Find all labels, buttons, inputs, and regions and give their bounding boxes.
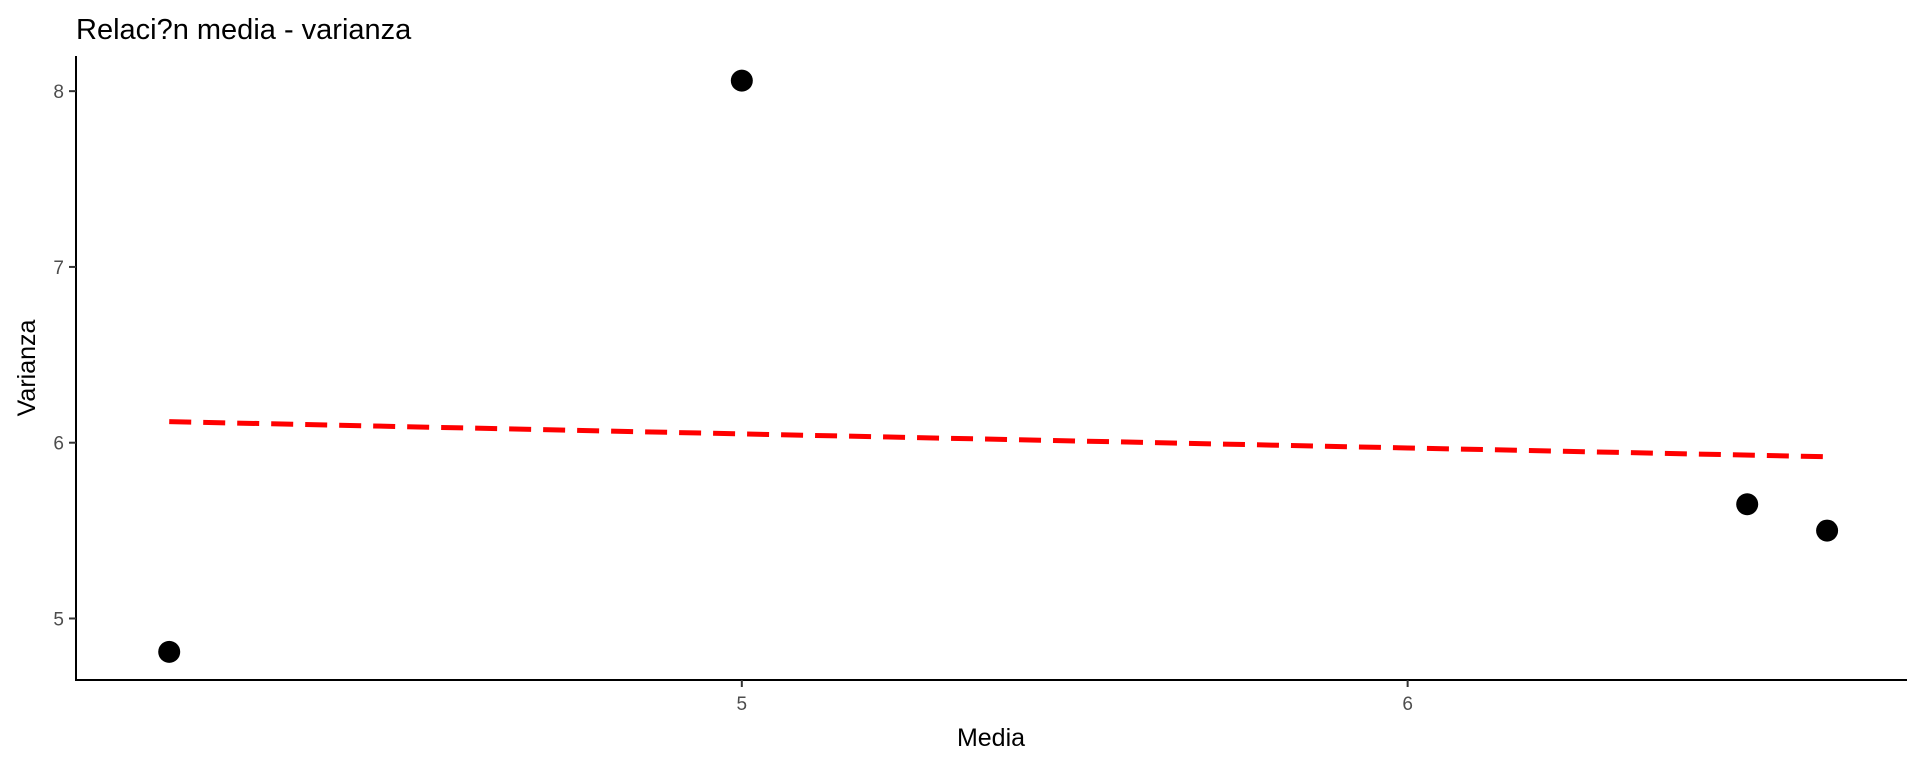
y-tick-label: 5 [53, 609, 64, 630]
y-axis-title: Varianza [13, 320, 41, 417]
data-point [1816, 519, 1839, 542]
data-point [158, 640, 181, 663]
chart-title: Relaci?n media - varianza [76, 14, 412, 46]
x-tick-label: 5 [737, 694, 748, 715]
y-tick-label: 7 [53, 258, 64, 279]
y-axis-ticks: 5 6 7 8 [53, 82, 76, 630]
x-axis-title: Media [957, 724, 1025, 752]
x-tick-label: 6 [1402, 694, 1413, 715]
data-points [158, 69, 1839, 663]
y-tick-label: 8 [53, 82, 64, 103]
y-tick-label: 6 [53, 434, 64, 455]
trend-line [169, 419, 1828, 460]
data-point [1736, 493, 1759, 516]
data-point [730, 69, 753, 92]
